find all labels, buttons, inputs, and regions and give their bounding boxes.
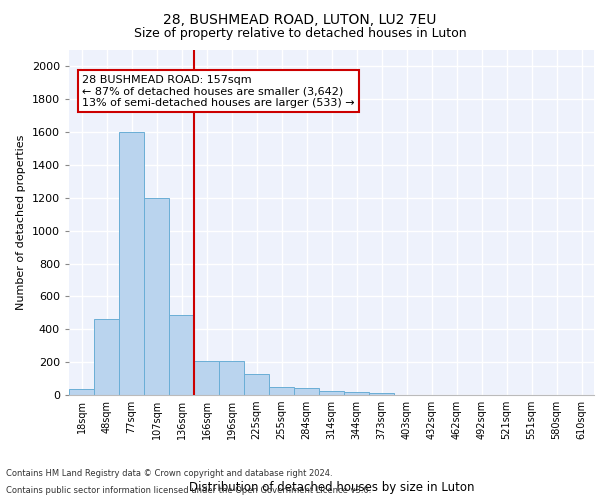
Y-axis label: Number of detached properties: Number of detached properties <box>16 135 26 310</box>
Bar <box>169 314 194 395</box>
Bar <box>244 374 269 395</box>
Bar <box>94 320 119 395</box>
Bar <box>144 198 169 395</box>
Text: 28, BUSHMEAD ROAD, LUTON, LU2 7EU: 28, BUSHMEAD ROAD, LUTON, LU2 7EU <box>163 12 437 26</box>
Bar <box>369 394 394 395</box>
Bar <box>294 388 319 395</box>
Text: Contains public sector information licensed under the Open Government Licence v3: Contains public sector information licen… <box>6 486 371 495</box>
Bar <box>319 391 344 395</box>
Text: Contains HM Land Registry data © Crown copyright and database right 2024.: Contains HM Land Registry data © Crown c… <box>6 468 332 477</box>
Bar <box>194 360 219 395</box>
Bar <box>219 360 244 395</box>
X-axis label: Distribution of detached houses by size in Luton: Distribution of detached houses by size … <box>189 481 474 494</box>
Text: Size of property relative to detached houses in Luton: Size of property relative to detached ho… <box>134 28 466 40</box>
Bar <box>119 132 144 395</box>
Bar <box>69 389 94 395</box>
Text: 28 BUSHMEAD ROAD: 157sqm
← 87% of detached houses are smaller (3,642)
13% of sem: 28 BUSHMEAD ROAD: 157sqm ← 87% of detach… <box>82 74 355 108</box>
Bar <box>344 392 369 395</box>
Bar <box>269 387 294 395</box>
